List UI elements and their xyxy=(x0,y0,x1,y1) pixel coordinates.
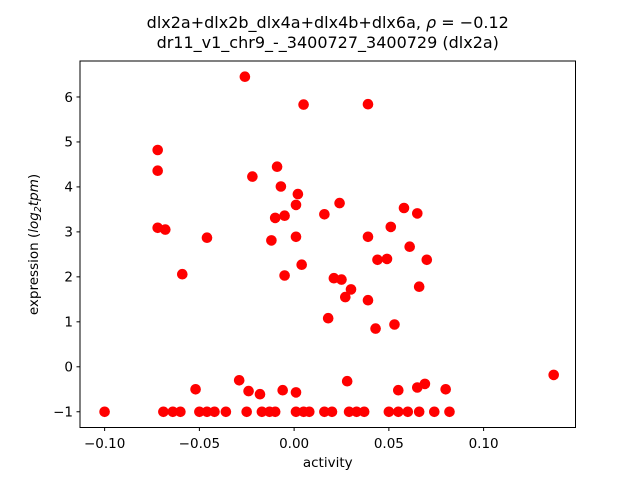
data-point xyxy=(393,406,404,418)
data-point xyxy=(247,171,258,182)
data-point xyxy=(201,406,213,418)
data-point xyxy=(158,406,169,418)
data-point xyxy=(290,231,302,243)
y-tick-label: 5 xyxy=(64,135,73,151)
y-tick-label: 0 xyxy=(64,360,73,376)
x-tick-label: 0.05 xyxy=(374,436,404,452)
data-point xyxy=(326,406,338,418)
data-point xyxy=(269,212,281,224)
chart-title-line1: dlx2a+dlx2b_dlx4a+dlx4b+dlx6a, ρ = −0.12 xyxy=(147,13,509,33)
axes-frame xyxy=(79,60,576,428)
data-point xyxy=(319,406,330,418)
data-point xyxy=(358,406,370,418)
data-point xyxy=(440,384,452,395)
data-point xyxy=(241,406,252,418)
data-point xyxy=(362,98,374,110)
data-point xyxy=(190,384,201,395)
data-point xyxy=(296,259,308,271)
data-point xyxy=(402,406,414,418)
rho-symbol: ρ xyxy=(426,13,436,32)
data-point xyxy=(389,319,400,330)
y-tick-label: −1 xyxy=(53,405,73,421)
data-point xyxy=(548,369,559,381)
data-point xyxy=(345,284,357,295)
data-point xyxy=(304,406,315,418)
data-point xyxy=(343,406,355,418)
data-point xyxy=(209,406,220,418)
y-tick-label: 2 xyxy=(64,270,73,286)
data-point xyxy=(194,406,205,418)
data-point xyxy=(269,406,281,418)
data-point xyxy=(271,161,283,172)
x-tick-label: 0.00 xyxy=(279,436,309,452)
data-point xyxy=(341,375,353,387)
data-point xyxy=(292,188,304,200)
data-point xyxy=(177,268,188,280)
data-point xyxy=(419,378,431,390)
data-point xyxy=(398,202,410,214)
chart-title-line2: dr11_v1_chr9_-_3400727_3400729 (dlx2a) xyxy=(157,33,499,53)
data-point xyxy=(290,199,302,211)
data-point xyxy=(421,254,433,266)
data-point xyxy=(334,197,345,209)
x-tick-label: −0.05 xyxy=(179,436,220,452)
data-point xyxy=(351,406,362,418)
data-point xyxy=(160,224,171,235)
data-point xyxy=(370,323,381,334)
data-point xyxy=(256,406,268,418)
data-point xyxy=(277,384,289,396)
data-point xyxy=(404,241,416,252)
y-tick-label: 1 xyxy=(64,315,73,331)
data-point xyxy=(429,406,440,418)
data-point xyxy=(412,208,423,219)
data-point xyxy=(336,274,347,285)
data-point xyxy=(298,99,309,110)
data-point xyxy=(372,254,383,266)
x-tick-label: −0.10 xyxy=(84,436,125,452)
data-point xyxy=(413,406,425,418)
data-point xyxy=(220,406,232,418)
y-tick-label: 4 xyxy=(64,180,73,196)
data-point xyxy=(279,270,290,281)
data-point xyxy=(99,406,110,418)
data-point xyxy=(239,71,251,82)
data-point xyxy=(233,375,245,386)
data-point xyxy=(413,281,425,293)
y-axis-label: expression (log2tpm) xyxy=(26,174,44,315)
data-point xyxy=(444,406,455,418)
x-axis-ticks: −0.10 −0.05 0.00 0.05 0.10 xyxy=(84,427,499,452)
data-point xyxy=(322,312,334,324)
data-point xyxy=(393,384,404,396)
data-point xyxy=(201,232,213,243)
data-point xyxy=(275,181,287,192)
y-tick-label: 3 xyxy=(64,225,73,241)
x-axis-label: activity xyxy=(303,455,353,471)
data-point xyxy=(175,406,186,418)
data-point xyxy=(254,388,266,400)
data-point xyxy=(383,406,395,418)
data-point xyxy=(167,406,179,418)
x-tick-label: 0.10 xyxy=(469,436,499,452)
data-point xyxy=(279,210,290,221)
data-point xyxy=(362,294,374,306)
data-point xyxy=(381,253,393,265)
y-axis-ticks: −1 0 1 2 3 4 5 6 xyxy=(53,90,80,421)
data-point xyxy=(266,235,277,246)
data-point xyxy=(385,221,397,233)
data-point xyxy=(290,406,302,418)
data-point xyxy=(290,387,302,398)
y-tick-label: 6 xyxy=(64,90,73,106)
data-point xyxy=(362,231,374,243)
data-point xyxy=(243,385,254,397)
data-point xyxy=(319,209,330,220)
data-points xyxy=(99,71,559,418)
data-point xyxy=(340,291,351,303)
data-point xyxy=(152,144,163,156)
data-point xyxy=(152,165,163,176)
